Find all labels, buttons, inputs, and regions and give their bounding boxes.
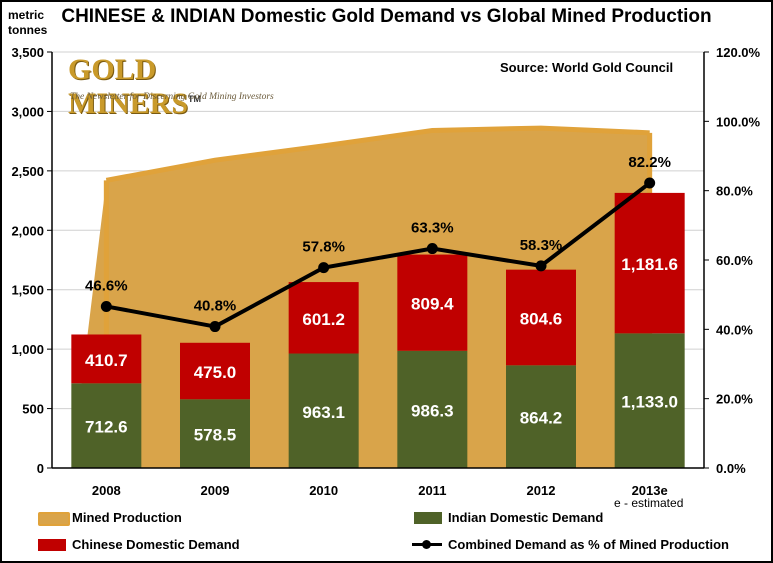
bar-indian-2011 (397, 350, 468, 468)
y-axis-unit-label: metric tonnes (8, 8, 68, 38)
bar-label-indian: 963.1 (302, 403, 345, 422)
y-right-tick-label: 80.0% (716, 184, 753, 199)
bar-indian-2013e (614, 333, 685, 468)
legend-swatch-chinese (38, 539, 66, 551)
logo-tagline: The Newsletter for Discerning Gold Minin… (70, 92, 274, 102)
mined-production-edge (105, 125, 650, 183)
y-right-tick-label: 0.0% (716, 461, 746, 476)
y-left-tick-label: 3,500 (11, 45, 44, 60)
legend-label: Combined Demand as % of Mined Production (448, 537, 729, 552)
combined-demand-label: 58.3% (520, 237, 563, 254)
legend-swatch-dot (422, 540, 431, 549)
combined-demand-point (535, 260, 547, 272)
legend-label: Chinese Domestic Demand (72, 537, 240, 552)
bar-label-chinese: 475.0 (194, 363, 237, 382)
logo-wordmark: GOLD MINERSTM (68, 53, 294, 121)
x-tick-label: 2008 (92, 483, 121, 498)
y-left-tick-label: 2,000 (11, 223, 44, 238)
y-left-tick-label: 0 (37, 461, 44, 476)
logo-tm: TM (188, 94, 202, 104)
combined-demand-line (105, 181, 651, 329)
bar-label-indian: 864.2 (520, 409, 563, 428)
legend-swatch-mined (38, 512, 70, 526)
y-right-tick-label: 100.0% (716, 114, 761, 129)
combined-demand-label: 46.6% (85, 277, 128, 294)
bar-label-chinese: 809.4 (411, 295, 454, 314)
x-tick-label: 2012 (527, 483, 556, 498)
bar-chinese-2013e (614, 192, 685, 334)
bar-chinese-2012 (506, 269, 576, 366)
legend-swatch-indian (414, 512, 442, 524)
bar-indian-2009 (180, 399, 250, 468)
legend-label: Indian Domestic Demand (448, 510, 604, 525)
estimate-note: e - estimated (614, 496, 684, 510)
bar-label-indian: 578.5 (194, 426, 237, 445)
bar-indian-2012 (506, 365, 576, 468)
gold-miners-logo: GOLD MINERSTM The Newsletter for Discern… (64, 53, 294, 120)
y-left-tick-label: 3,000 (11, 104, 44, 119)
bar-chinese-2009 (180, 342, 250, 400)
logo-word-text: GOLD MINERS (68, 53, 189, 120)
y-axis-unit-line1: metric (8, 8, 45, 22)
combined-demand-point (100, 300, 112, 312)
x-tick-label: 2013e (632, 483, 668, 498)
source-note: Source: World Gold Council (500, 60, 674, 75)
combined-demand-point (209, 321, 221, 333)
x-tick-label: 2009 (201, 483, 230, 498)
combined-demand-point (426, 243, 438, 255)
bar-label-chinese: 804.6 (520, 309, 563, 328)
x-tick-label: 2010 (309, 483, 338, 498)
y-axis-unit-line2: tonnes (8, 23, 48, 37)
legend-label: Mined Production (72, 510, 182, 525)
y-right-tick-label: 40.0% (716, 322, 753, 337)
y-right-tick-label: 60.0% (716, 253, 753, 268)
combined-demand-label: 63.3% (411, 220, 454, 237)
y-left-tick-label: 1,000 (11, 342, 44, 357)
bar-label-chinese: 1,181.6 (621, 255, 678, 274)
bar-label-indian: 1,133.0 (621, 393, 678, 412)
x-tick-label: 2011 (418, 483, 446, 498)
combined-demand-label: 40.8% (194, 298, 237, 315)
bar-indian-2010 (288, 353, 359, 468)
combined-demand-point (318, 262, 330, 274)
bar-label-indian: 986.3 (411, 401, 454, 420)
y-right-tick-label: 20.0% (716, 392, 753, 407)
combined-demand-point (644, 177, 656, 189)
bar-label-indian: 712.6 (85, 418, 128, 437)
bar-label-chinese: 410.7 (85, 351, 128, 370)
y-left-tick-label: 2,500 (11, 164, 44, 179)
legend-swatch-line (412, 540, 442, 549)
y-left-tick-label: 1,500 (11, 283, 44, 298)
bar-chinese-2011 (397, 254, 468, 351)
y-left-tick-label: 500 (22, 402, 44, 417)
bar-indian-2008 (71, 383, 142, 468)
bar-chinese-2010 (288, 282, 359, 354)
bar-label-chinese: 601.2 (302, 310, 345, 329)
bar-chinese-2008 (71, 334, 142, 384)
combined-demand-label: 82.2% (628, 154, 671, 171)
combined-demand-label: 57.8% (302, 239, 345, 256)
chart-title: CHINESE & INDIAN Domestic Gold Demand vs… (61, 6, 712, 27)
y-right-tick-label: 120.0% (716, 45, 761, 60)
